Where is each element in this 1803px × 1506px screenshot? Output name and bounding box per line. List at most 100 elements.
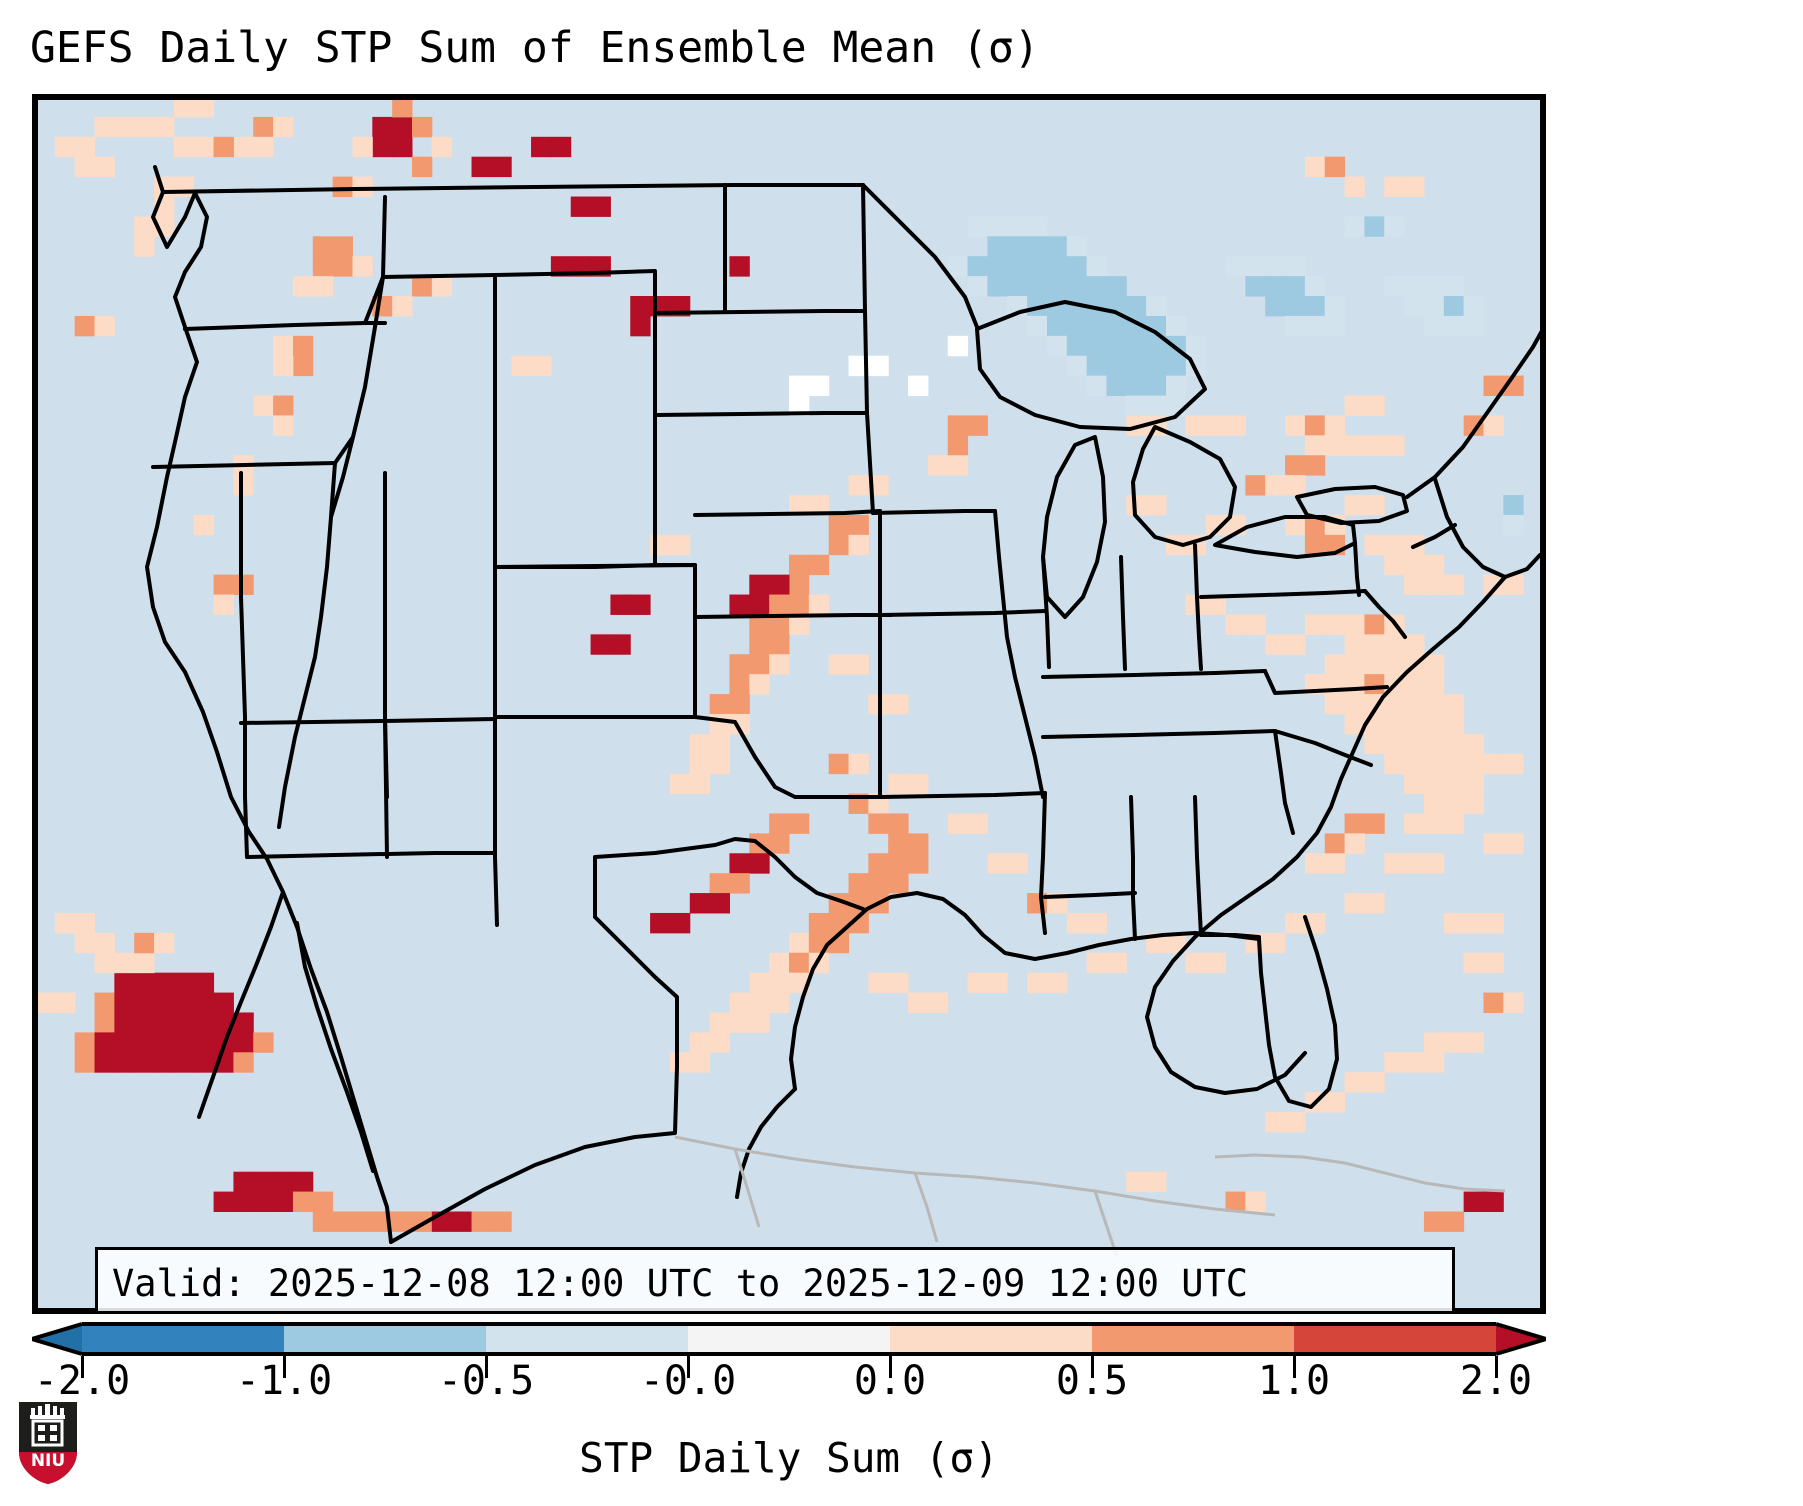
grid-cell — [1185, 952, 1207, 974]
state-mt-wy — [381, 269, 657, 279]
grid-cell — [1166, 355, 1187, 377]
grid-cell — [491, 1211, 512, 1232]
grid-cell — [292, 355, 314, 377]
grid-cell — [729, 594, 750, 615]
grid-cell — [1483, 833, 1504, 854]
grid-cell — [431, 136, 453, 158]
lake-erie-ontario — [1213, 515, 1357, 559]
state-az-nm-vert — [383, 719, 389, 859]
grid-cell — [154, 1052, 175, 1073]
grid-cell — [1285, 475, 1306, 496]
grid-cell — [1304, 435, 1326, 456]
grid-cell — [789, 594, 810, 615]
grid-cell — [808, 554, 830, 576]
grid-cell — [94, 952, 115, 974]
grid-cell — [1265, 634, 1286, 655]
grid-cell — [1443, 793, 1465, 814]
grid-cell — [134, 1052, 155, 1073]
grid-cell — [1463, 296, 1484, 317]
grid-cell — [729, 654, 750, 675]
lake-ontario — [1295, 485, 1409, 525]
grid-cell — [1443, 1032, 1465, 1053]
grid-cell — [1245, 614, 1266, 635]
grid-cell — [1364, 893, 1385, 914]
grid-cell — [233, 1052, 254, 1073]
grid-cell — [1463, 415, 1484, 436]
grid-cell — [1443, 276, 1465, 297]
grid-cell — [531, 136, 552, 158]
grid-cell — [1285, 256, 1306, 277]
grid-cell — [967, 972, 988, 994]
grid-cell — [1166, 395, 1187, 416]
grid-cell — [1463, 733, 1484, 755]
grid-cell — [74, 1032, 96, 1053]
colorbar[interactable]: -2.0 -1.0 -0.5 -0.0 0.0 0.5 1.0 2.0 — [32, 1322, 1546, 1404]
grid-cell — [888, 773, 909, 795]
grid-cell — [273, 335, 294, 357]
grid-cell — [1304, 534, 1326, 556]
grid-cell — [312, 276, 334, 297]
grid-cell — [908, 992, 929, 1013]
grid-cell — [669, 1052, 691, 1073]
colorbar-tick-label: 1.0 — [1257, 1358, 1331, 1404]
grid-cell — [1384, 654, 1405, 675]
grid-cell — [1423, 554, 1445, 576]
grid-cell — [471, 156, 492, 178]
grid-cell — [967, 415, 988, 436]
grid-cell — [709, 694, 730, 715]
grid-cell — [392, 136, 413, 158]
grid-cell — [1146, 375, 1167, 397]
colorbar-segment — [1092, 1324, 1295, 1354]
grid-cell — [392, 116, 413, 138]
grid-cell — [729, 674, 750, 695]
grid-cell — [332, 236, 353, 257]
grid-cell — [1423, 1052, 1445, 1073]
grid-cell — [947, 813, 969, 834]
grid-cell — [1384, 733, 1405, 755]
grid-cell — [1027, 256, 1048, 277]
grid-cell — [1225, 614, 1246, 635]
grid-cell — [1384, 435, 1405, 456]
grid-cell — [1503, 833, 1524, 854]
grid-cell — [1086, 375, 1107, 397]
grid-cell — [1404, 674, 1425, 695]
grid-cell — [868, 853, 889, 874]
grid-cell — [650, 912, 671, 934]
state-sc-ga — [1273, 729, 1295, 835]
grid-cell — [1404, 773, 1425, 795]
grid-cell — [689, 1052, 711, 1073]
grid-cell — [1503, 514, 1524, 536]
grid-cell — [1166, 375, 1187, 397]
grid-cell — [1423, 733, 1445, 755]
grid-cell — [233, 1191, 254, 1212]
grid-cell — [1344, 395, 1365, 416]
grid-cell — [213, 1191, 234, 1212]
grid-cell — [1324, 654, 1346, 675]
grid-cell — [511, 355, 532, 377]
grid-cell — [1463, 315, 1484, 337]
grid-cell — [1205, 594, 1227, 615]
colorbar-tick-label: 2.0 — [1459, 1358, 1533, 1404]
grid-cell — [610, 594, 631, 615]
state-ca-nv — [277, 461, 337, 829]
grid-cell — [1463, 753, 1484, 775]
grid-cell — [1463, 912, 1484, 934]
grid-cell — [848, 355, 869, 377]
grid-cell — [1503, 574, 1524, 596]
grid-cell — [1483, 415, 1504, 436]
grid-cell — [1304, 853, 1326, 874]
grid-cell — [1384, 694, 1405, 715]
grid-cell — [1126, 1171, 1147, 1193]
grid-cell — [1364, 1072, 1385, 1093]
colorbar-tick-label: 0.0 — [853, 1358, 927, 1404]
map-panel[interactable]: Valid: 2025-12-08 12:00 UTC to 2025-12-0… — [32, 94, 1546, 1314]
grid-cell — [709, 733, 730, 755]
grid-cell — [74, 932, 96, 954]
grid-cell — [1205, 952, 1227, 974]
grid-cell — [1106, 355, 1127, 377]
grid-cell — [352, 136, 373, 158]
grid-cell — [1344, 495, 1365, 516]
grid-cell — [253, 136, 274, 158]
grid-cell — [967, 216, 988, 237]
logo-banner-bg — [19, 1452, 77, 1484]
